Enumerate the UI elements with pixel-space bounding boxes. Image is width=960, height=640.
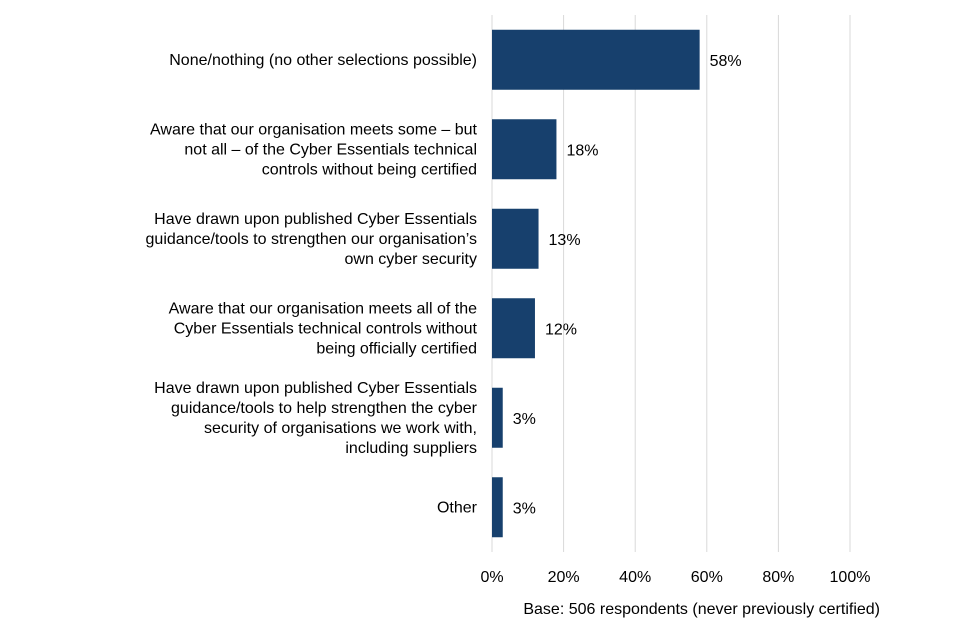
value-label: 18%: [566, 142, 598, 159]
category-label: Other: [437, 499, 478, 516]
category-label-line: guidance/tools to help strengthen the cy…: [171, 400, 478, 417]
category-label: Have drawn upon published Cyber Essentia…: [154, 380, 478, 457]
bar: [492, 298, 535, 359]
category-label-line: controls without being certified: [262, 161, 477, 178]
x-tick-label: 80%: [762, 569, 794, 586]
x-tick-label: 100%: [830, 569, 871, 586]
category-label: Aware that our organisation meets all of…: [169, 300, 478, 357]
value-label: 3%: [513, 411, 536, 428]
category-label: Aware that our organisation meets some –…: [150, 121, 478, 178]
value-label: 58%: [710, 53, 742, 70]
x-tick-label: 40%: [619, 569, 651, 586]
bar: [492, 208, 539, 269]
x-tick-label: 0%: [480, 569, 503, 586]
category-label: None/nothing (no other selections possib…: [169, 52, 477, 69]
value-label: 12%: [545, 321, 577, 338]
category-label-line: own cyber security: [345, 251, 478, 268]
value-label: 13%: [549, 232, 581, 249]
category-label-line: None/nothing (no other selections possib…: [169, 52, 477, 69]
bar: [492, 387, 503, 448]
category-label-line: Aware that our organisation meets some –…: [150, 121, 478, 138]
category-label-line: Have drawn upon published Cyber Essentia…: [154, 380, 477, 397]
category-label: Have drawn upon published Cyber Essentia…: [146, 211, 477, 268]
category-label-line: Cyber Essentials technical controls with…: [174, 320, 478, 337]
category-label-line: Other: [437, 499, 478, 516]
category-label-line: not all – of the Cyber Essentials techni…: [184, 141, 477, 158]
x-tick-label: 60%: [691, 569, 723, 586]
x-tick-label: 20%: [548, 569, 580, 586]
bar: [492, 119, 557, 180]
category-label-line: including suppliers: [345, 440, 477, 457]
category-label-line: being officially certified: [316, 340, 477, 357]
category-label-line: Have drawn upon published Cyber Essentia…: [154, 211, 477, 228]
base-note: Base: 506 respondents (never previously …: [523, 601, 880, 618]
value-label: 3%: [513, 500, 536, 517]
bar: [492, 29, 700, 90]
category-label-line: guidance/tools to strengthen our organis…: [146, 231, 477, 248]
bar: [492, 477, 503, 538]
category-label-line: Aware that our organisation meets all of…: [169, 300, 477, 317]
category-label-line: security of organisations we work with,: [204, 420, 477, 437]
